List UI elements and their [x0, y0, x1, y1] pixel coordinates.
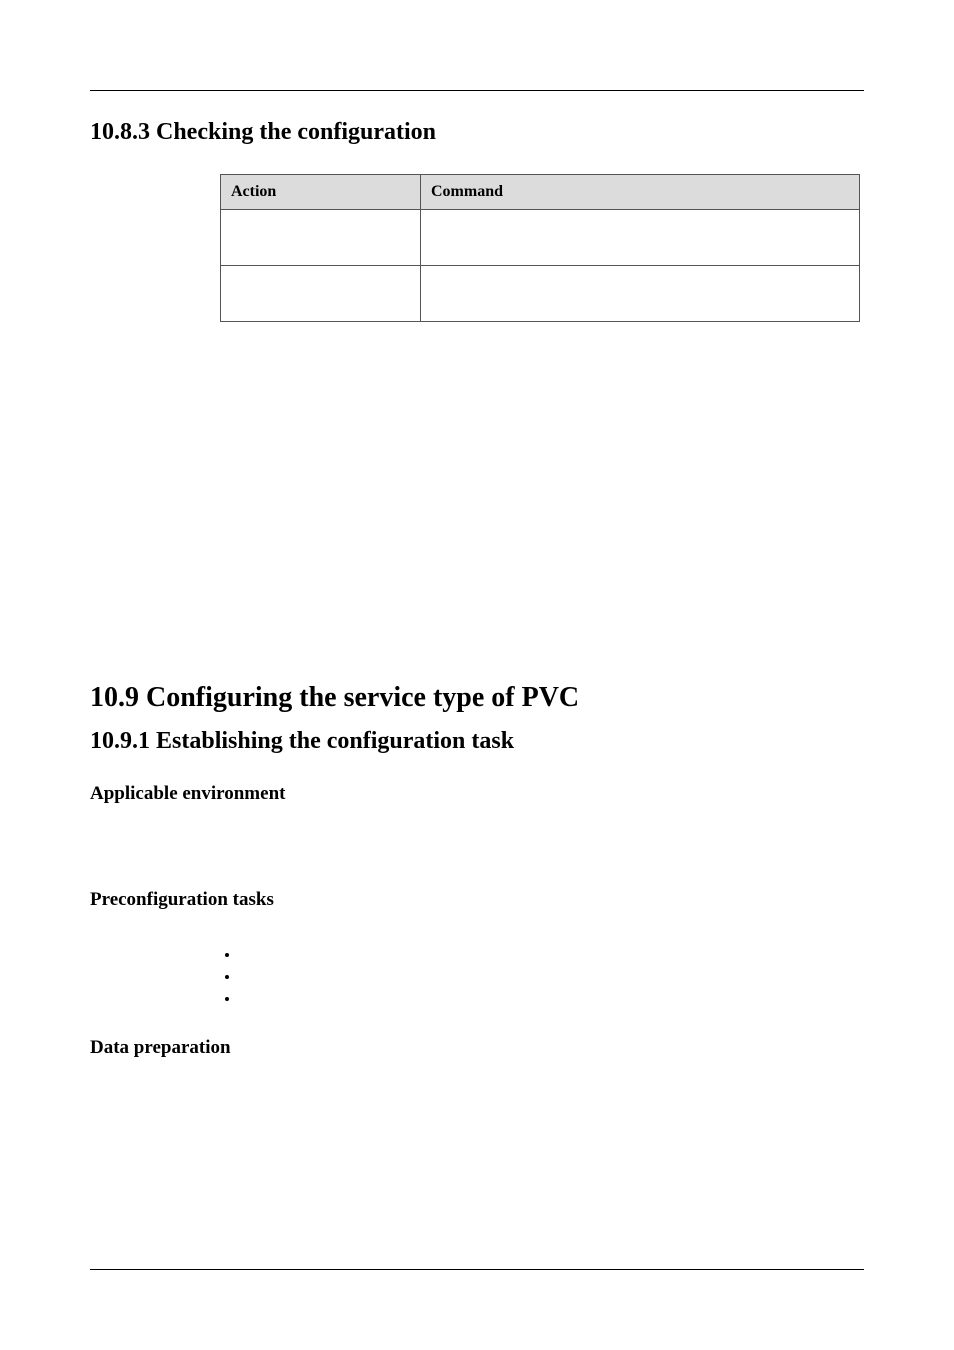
table-cell-action [221, 210, 421, 266]
table-row [221, 210, 860, 266]
config-check-table: Action Command [220, 174, 860, 322]
section-number: 10.9 [90, 682, 139, 713]
table-cell-action [221, 266, 421, 322]
section-heading-10-8-3: 10.8.3 Checking the configuration [90, 119, 864, 146]
list-item [240, 947, 864, 969]
table-row [221, 266, 860, 322]
subsection-title: Establishing the configuration task [156, 728, 514, 754]
table-header-command: Command [421, 175, 860, 210]
table-cell-command [421, 266, 860, 322]
subsection-number: 10.9.1 [90, 728, 150, 754]
document-page: 10.8.3 Checking the configuration Action… [0, 0, 954, 1139]
section-heading-10-9-1: 10.9.1 Establishing the configuration ta… [90, 728, 864, 755]
list-item [240, 969, 864, 991]
top-horizontal-rule [90, 90, 864, 91]
vertical-spacer [90, 322, 864, 682]
table-header-action: Action [221, 175, 421, 210]
table-cell-command [421, 210, 860, 266]
preconfig-bullet-list [240, 947, 864, 1013]
runhead-applicable-environment: Applicable environment [90, 783, 864, 805]
section-heading-10-9: 10.9 Configuring the service type of PVC [90, 682, 864, 714]
vertical-spacer [90, 931, 864, 947]
runhead-preconfiguration-tasks: Preconfiguration tasks [90, 889, 864, 911]
section-number: 10.8.3 [90, 119, 150, 145]
vertical-spacer [90, 825, 864, 865]
section-title: Configuring the service type of PVC [146, 682, 579, 713]
table-header-row: Action Command [221, 175, 860, 210]
runhead-data-preparation: Data preparation [90, 1037, 864, 1059]
bottom-horizontal-rule [90, 1269, 864, 1270]
section-title: Checking the configuration [156, 119, 436, 145]
list-item [240, 991, 864, 1013]
